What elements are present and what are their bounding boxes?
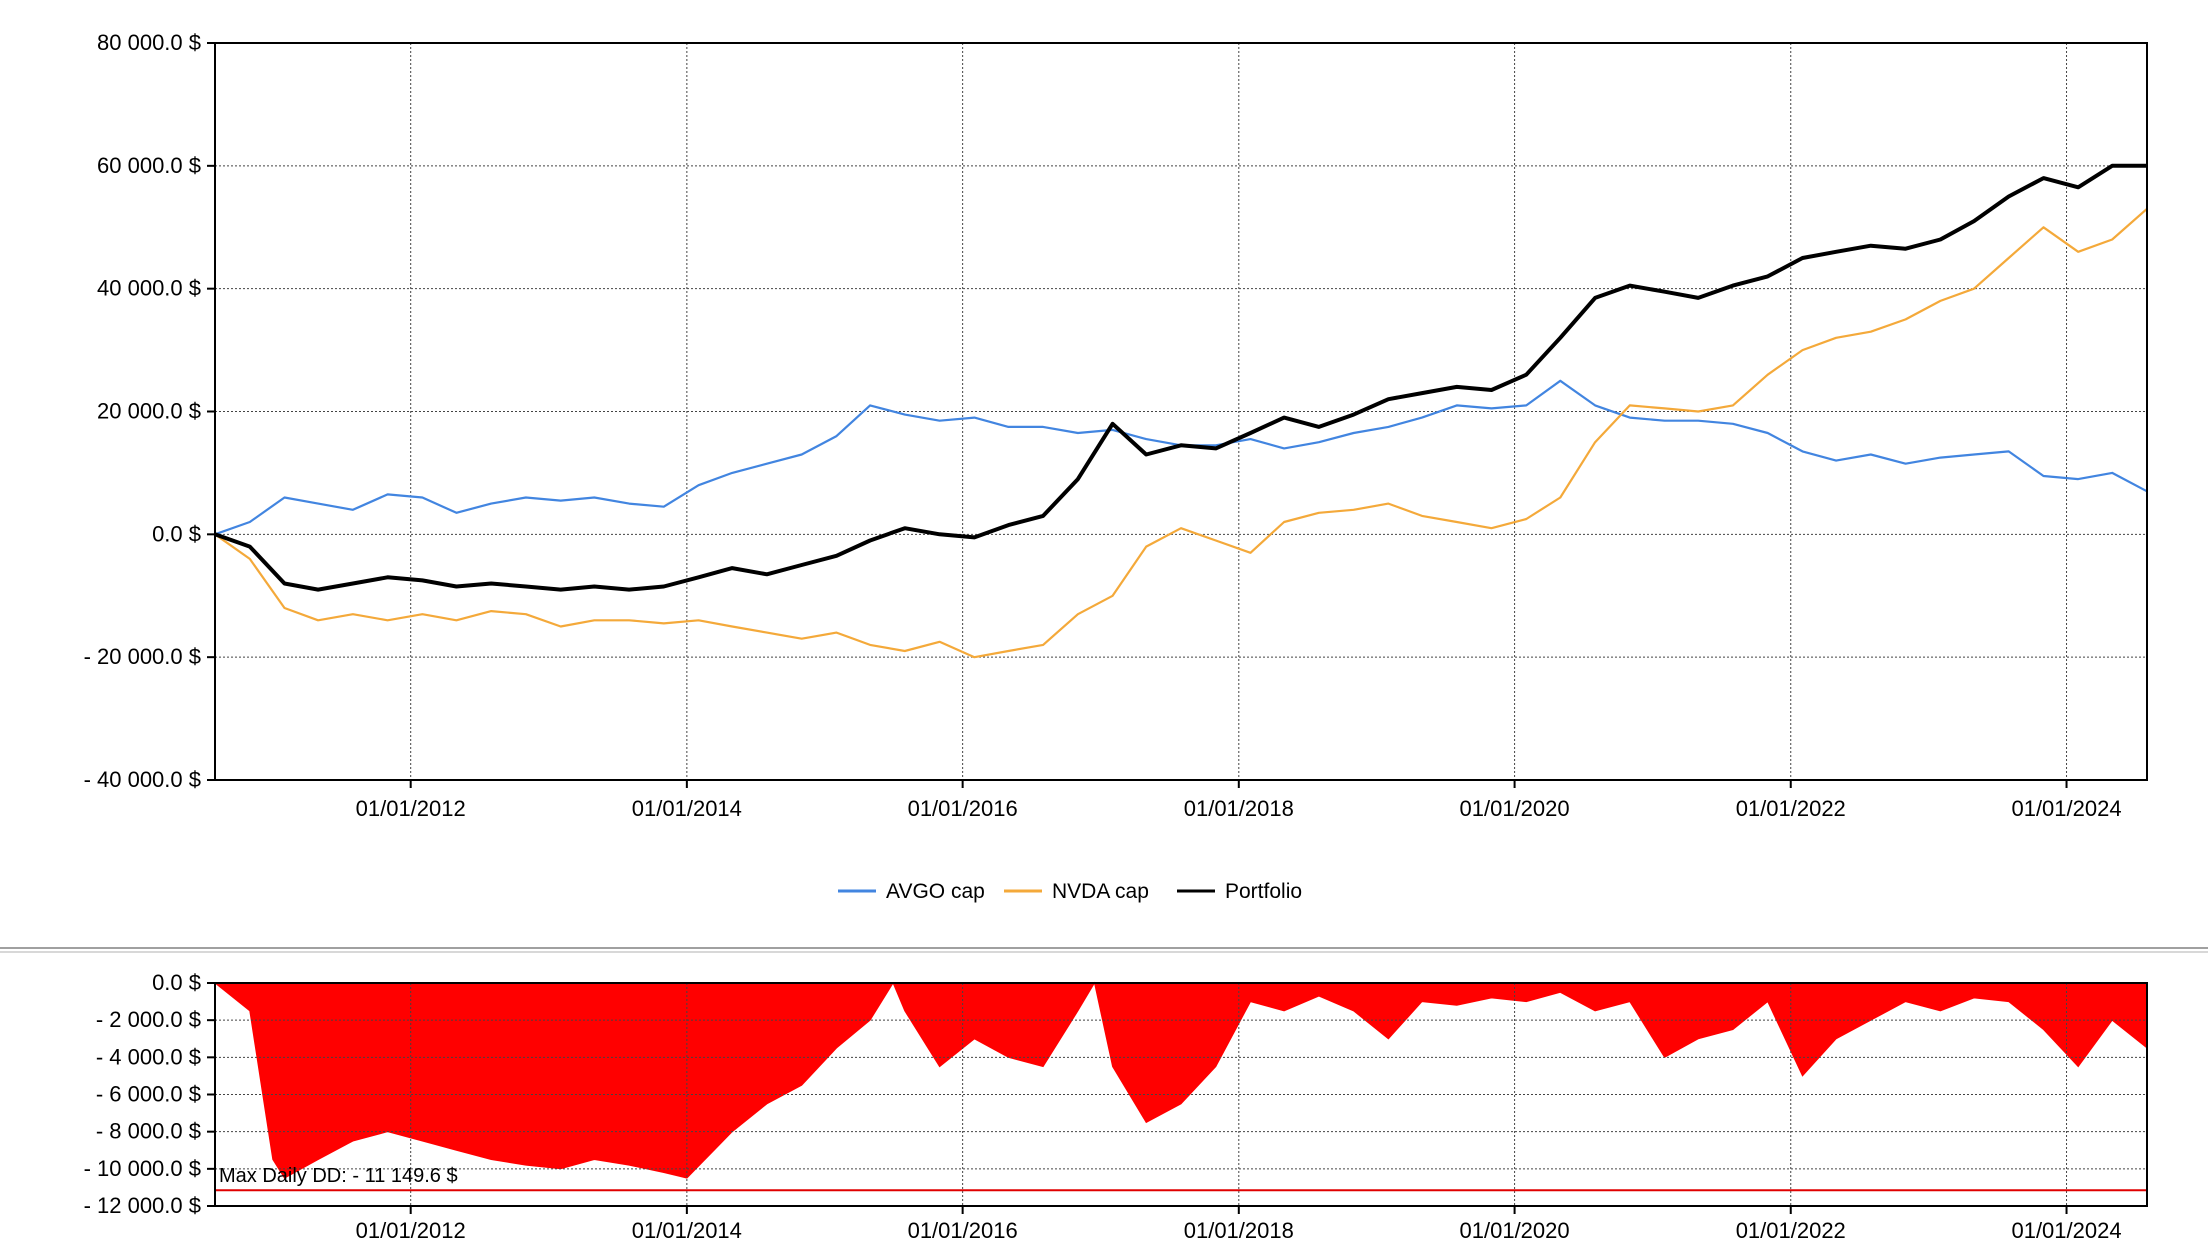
x-tick-label: 01/01/2018 xyxy=(1184,796,1294,821)
drawdown-chart-x-axis: 01/01/2012 01/01/2014 01/01/2016 01/01/2018… xyxy=(356,1206,2122,1243)
y-tick-label: - 2 000.0 $ xyxy=(96,1007,201,1032)
drawdown-chart-grid xyxy=(215,983,2147,1206)
x-tick-label: 01/01/2020 xyxy=(1460,796,1570,821)
y-tick-label: 60 000.0 $ xyxy=(97,153,201,178)
x-tick-label: 01/01/2024 xyxy=(2011,796,2121,821)
y-tick-label: - 10 000.0 $ xyxy=(84,1156,201,1181)
x-tick-label: 01/01/2014 xyxy=(632,796,742,821)
y-tick-label: 40 000.0 $ xyxy=(97,276,201,301)
legend-label-avgo-cap: AVGO cap xyxy=(886,880,985,903)
y-tick-label: 0.0 $ xyxy=(152,521,201,546)
max-drawdown-label: Max Daily DD: - 11 149.6 $ xyxy=(219,1165,458,1187)
equity-chart-grid xyxy=(215,43,2147,780)
legend-label-portfolio: Portfolio xyxy=(1225,880,1302,903)
x-tick-label: 01/01/2024 xyxy=(2011,1218,2121,1243)
x-tick-label: 01/01/2016 xyxy=(908,796,1018,821)
x-tick-label: 01/01/2012 xyxy=(356,1218,466,1243)
equity-chart-x-axis: 01/01/2012 01/01/2014 01/01/2016 01/01/2018… xyxy=(356,780,2122,821)
x-tick-label: 01/01/2014 xyxy=(632,1218,742,1243)
y-tick-label: - 8 000.0 $ xyxy=(96,1119,201,1144)
x-tick-label: 01/01/2022 xyxy=(1736,796,1846,821)
x-tick-label: 01/01/2012 xyxy=(356,796,466,821)
series-line-portfolio xyxy=(214,163,2147,592)
y-tick-label: 0.0 $ xyxy=(152,970,201,995)
equity-chart: 80 000.0 $ 60 000.0 $ 40 000.0 $ 20 000.0 $… xyxy=(84,30,2148,821)
series-line-avgo-cap xyxy=(214,379,2148,536)
drawdown-chart-series xyxy=(213,981,2148,1179)
drawdown-chart-y-axis: 0.0 $ - 2 000.0 $ - 4 000.0 $ - 6 000.0 $ - … xyxy=(84,970,215,1218)
equity-chart-series xyxy=(214,163,2148,659)
drawdown-area xyxy=(213,981,2148,1179)
y-tick-label: - 6 000.0 $ xyxy=(96,1082,201,1107)
chart-legend: AVGO cap NVDA cap Portfolio xyxy=(838,880,1302,903)
x-tick-label: 01/01/2020 xyxy=(1460,1218,1570,1243)
y-tick-label: 20 000.0 $ xyxy=(97,399,201,424)
y-tick-label: - 12 000.0 $ xyxy=(84,1193,201,1218)
series-line-nvda-cap xyxy=(214,207,2148,659)
legend-label-nvda-cap: NVDA cap xyxy=(1052,880,1149,903)
equity-chart-y-axis: 80 000.0 $ 60 000.0 $ 40 000.0 $ 20 000.0 $… xyxy=(84,30,215,792)
y-tick-label: - 4 000.0 $ xyxy=(96,1044,201,1069)
drawdown-chart: Max Daily DD: - 11 149.6 $ 0.0 $ - 2 000.… xyxy=(84,970,2148,1243)
y-tick-label: 80 000.0 $ xyxy=(97,30,201,55)
x-tick-label: 01/01/2022 xyxy=(1736,1218,1846,1243)
y-tick-label: - 40 000.0 $ xyxy=(84,767,201,792)
x-tick-label: 01/01/2016 xyxy=(908,1218,1018,1243)
x-tick-label: 01/01/2018 xyxy=(1184,1218,1294,1243)
y-tick-label: - 20 000.0 $ xyxy=(84,644,201,669)
